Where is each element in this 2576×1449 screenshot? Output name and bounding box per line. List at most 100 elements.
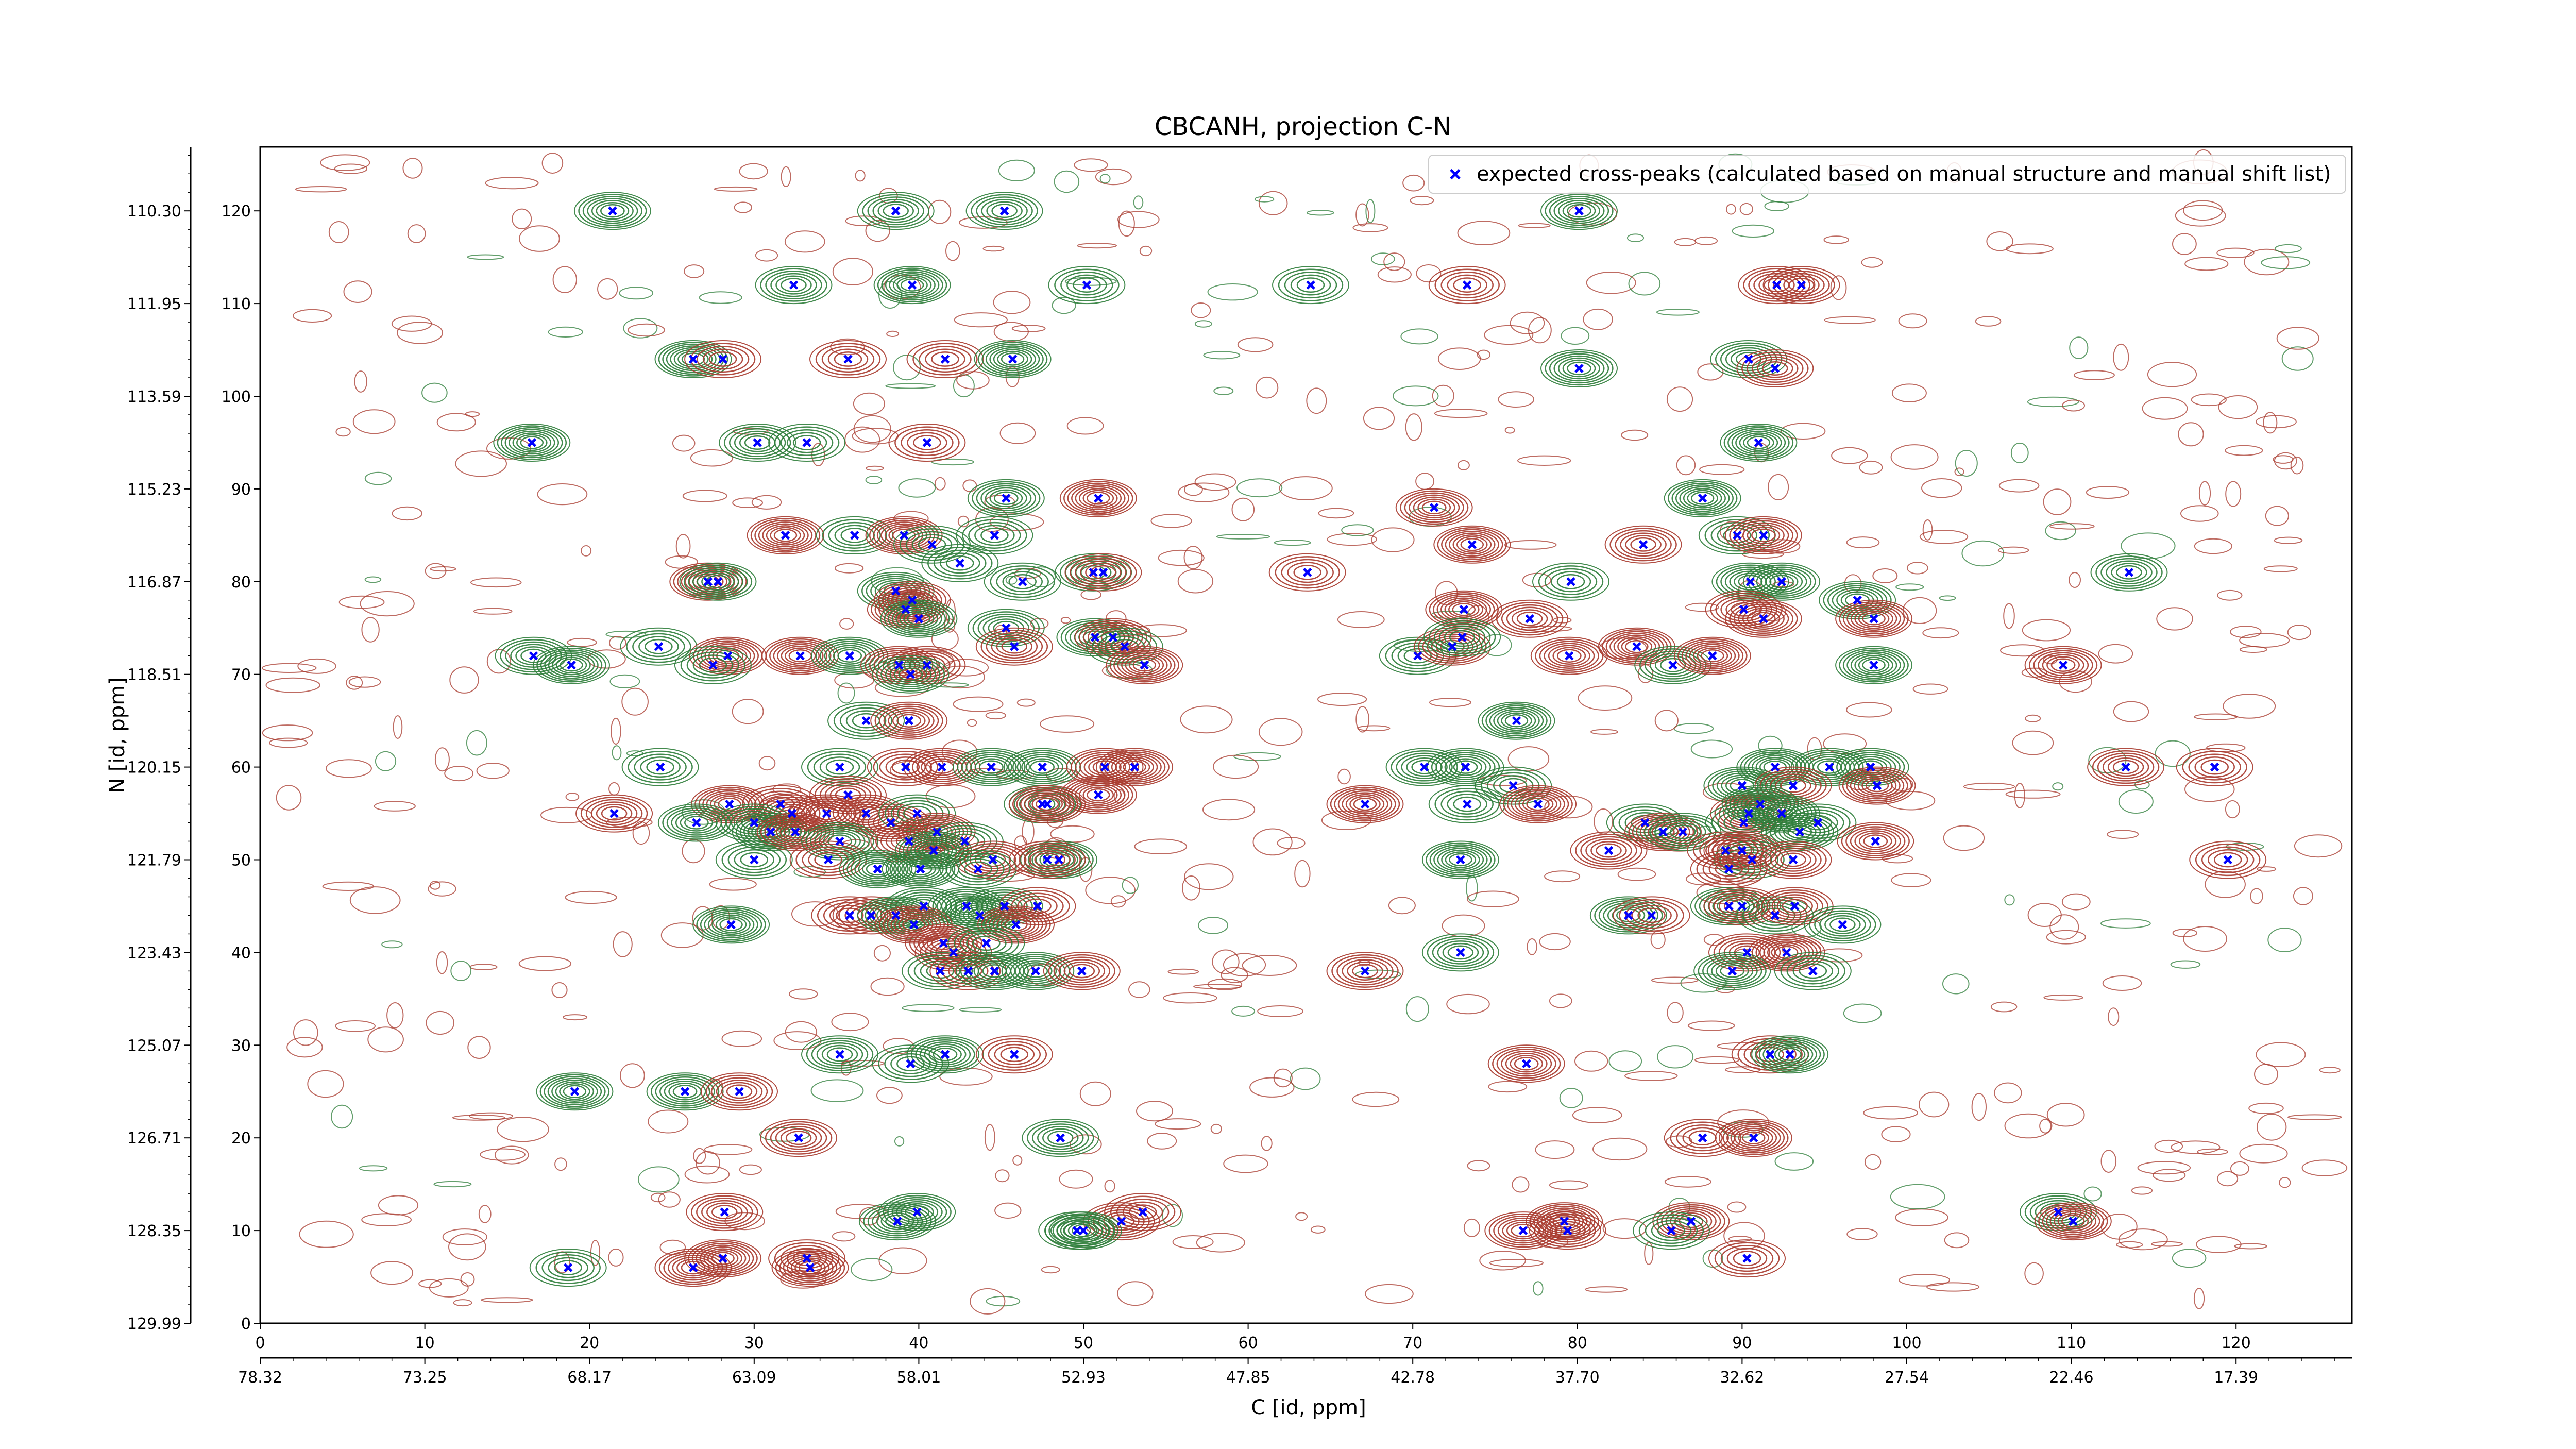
peak-contour [1506, 606, 1553, 631]
cross-peak-point [1869, 614, 1878, 624]
peak-contour [961, 752, 1022, 782]
peak-contour [573, 192, 651, 230]
y-ppm-tick-label: 110.30 [127, 203, 181, 221]
peak-contour [838, 899, 904, 932]
peak-contour [1699, 837, 1752, 864]
cross-peak-point [1770, 911, 1780, 920]
peak-contour [1552, 647, 1586, 665]
peak-contour [885, 271, 940, 299]
peak-contour [1075, 486, 1122, 511]
noise-contour [621, 687, 649, 716]
peak-contour [1862, 658, 1886, 672]
cross-peak-point [1770, 364, 1780, 373]
peak-contour [1118, 759, 1150, 776]
noise-contour [993, 322, 1029, 342]
noise-contour [893, 511, 929, 526]
peak-contour [1445, 851, 1477, 868]
noise-contour [1510, 311, 1545, 334]
noise-contour [1954, 467, 1964, 476]
peak-contour [706, 1202, 743, 1222]
peak-contour [1556, 574, 1585, 589]
y-ppm-tick-label: 128.35 [127, 1222, 181, 1240]
noise-contour [612, 745, 622, 761]
noise-contour [1997, 546, 2029, 554]
noise-contour [2279, 1177, 2291, 1188]
noise-contour [1944, 1232, 1970, 1249]
peak-contour [1001, 639, 1028, 654]
peak-contour [1788, 278, 1815, 293]
peak-contour [1087, 492, 1110, 505]
cross-peak-point [1808, 966, 1818, 976]
peak-contour [2054, 1211, 2093, 1232]
peak-contour [982, 616, 1030, 641]
noise-contour [2118, 1228, 2168, 1251]
peak-contour [1612, 906, 1646, 924]
noise-contour [1167, 968, 1199, 975]
peak-contour [862, 194, 929, 228]
noise-contour [436, 413, 476, 432]
noise-contour [873, 945, 891, 962]
peak-contour [837, 649, 862, 663]
peak-contour [1742, 1131, 1766, 1144]
cross-peak-point [802, 438, 811, 447]
noise-contour [1074, 158, 1108, 172]
peak-contour [1010, 958, 1061, 984]
noise-contour [2108, 1007, 2120, 1026]
peak-contour [1673, 636, 1751, 675]
noise-contour [1434, 409, 1488, 418]
cross-peak-point [1838, 920, 1848, 930]
peak-contour [1858, 610, 1890, 628]
noise-contour [1963, 782, 2015, 791]
peak-contour [705, 1074, 773, 1108]
peak-contour [1743, 268, 1810, 302]
peak-contour [1518, 794, 1557, 815]
noise-contour [1673, 723, 1714, 734]
peak-contour [1628, 814, 1698, 850]
noise-contour [1147, 1133, 1177, 1150]
peak-contour [645, 638, 673, 654]
cross-peak-point [843, 790, 853, 800]
noise-contour [1405, 996, 1429, 1022]
cross-peak-markers [527, 206, 2232, 1272]
noise-contour [967, 719, 977, 727]
peak-contour [774, 426, 840, 459]
peak-contour [1850, 828, 1901, 854]
peak-contour [876, 1210, 919, 1233]
noise-contour [1077, 243, 1117, 249]
peak-contour [1842, 603, 1905, 635]
peak-contour [1819, 913, 1866, 937]
noise-contour [2131, 1186, 2153, 1195]
peak-contour [721, 1082, 758, 1101]
noise-contour [421, 382, 448, 403]
cross-peak-point [1872, 781, 1882, 790]
peak-contour [758, 521, 813, 549]
peak-contour [880, 599, 958, 638]
peak-contour [1110, 1195, 1176, 1228]
noise-contour [2039, 1119, 2052, 1134]
peak-contour [1786, 957, 1840, 985]
peak-contour [1067, 482, 1130, 514]
noise-contour [1477, 349, 1491, 360]
noise-contour [452, 1115, 506, 1121]
peak-contour [600, 204, 625, 218]
noise-contour [2151, 1241, 2183, 1247]
x-axis-label: C [id, ppm] [1251, 1396, 1366, 1420]
noise-contour [1728, 1236, 1752, 1242]
peak-contour [1765, 572, 1799, 591]
cross-peak-point [723, 651, 733, 661]
noise-contour [623, 318, 658, 339]
noise-contour [426, 1010, 455, 1035]
peak-contour [2028, 648, 2098, 682]
peak-contour [664, 1081, 706, 1103]
peak-contour [873, 652, 925, 678]
noise-contour [1258, 191, 1288, 215]
noise-contour [391, 315, 432, 332]
x-ppm-tick-label: 68.17 [567, 1369, 612, 1387]
noise-contour [1158, 549, 1205, 566]
cross-peak-point [948, 948, 958, 957]
noise-contour [714, 186, 758, 192]
noise-contour [2267, 928, 2302, 952]
peak-contour [1580, 836, 1637, 865]
noise-contour [455, 450, 507, 477]
peak-contour [1440, 790, 1494, 818]
